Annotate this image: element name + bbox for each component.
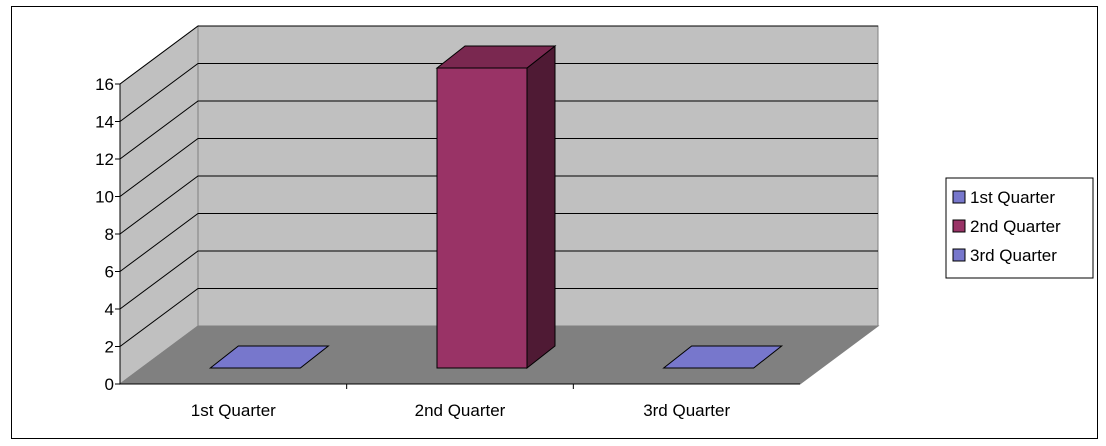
gridlines <box>119 25 878 347</box>
y-tick-label: 14 <box>95 113 114 132</box>
legend-box <box>945 177 1094 279</box>
gridline <box>119 288 878 347</box>
x-tick-labels: 1st Quarter 2nd Quarter 3rd Quarter <box>191 401 731 420</box>
bar-top <box>435 45 557 69</box>
y-tick-label: 8 <box>105 225 114 244</box>
y-tick-label: 2 <box>105 338 114 357</box>
gridline <box>119 250 878 310</box>
gridline <box>119 213 878 272</box>
axes <box>115 83 800 389</box>
gridline <box>119 175 878 235</box>
legend-label: 3rd Quarter <box>970 246 1057 265</box>
y-tick-label: 0 <box>105 375 114 394</box>
legend-swatch <box>952 190 966 204</box>
gridline <box>119 63 878 122</box>
x-tick-label: 2nd Quarter <box>415 401 506 420</box>
bar <box>436 67 528 369</box>
y-tick-label: 16 <box>95 75 114 94</box>
y-tick-labels: 0 2 4 6 8 10 12 14 16 <box>95 75 114 394</box>
bar-side <box>526 44 556 370</box>
bar <box>208 345 330 369</box>
gridline <box>119 25 878 85</box>
y-tick-label: 12 <box>95 150 114 169</box>
gridline <box>119 138 878 197</box>
y-tick-label: 6 <box>105 263 114 282</box>
legend-swatch <box>952 248 966 262</box>
gridline <box>119 100 878 160</box>
y-tick-label: 4 <box>105 300 114 319</box>
y-tick-label: 10 <box>95 188 114 207</box>
bars <box>208 44 784 370</box>
legend-swatch <box>952 219 966 233</box>
legend-label: 2nd Quarter <box>970 217 1061 236</box>
legend: 1st Quarter 2nd Quarter 3rd Quarter <box>945 177 1094 279</box>
bar <box>662 345 784 369</box>
x-tick-label: 1st Quarter <box>191 401 276 420</box>
legend-label: 1st Quarter <box>970 188 1055 207</box>
x-tick-label: 3rd Quarter <box>643 401 730 420</box>
